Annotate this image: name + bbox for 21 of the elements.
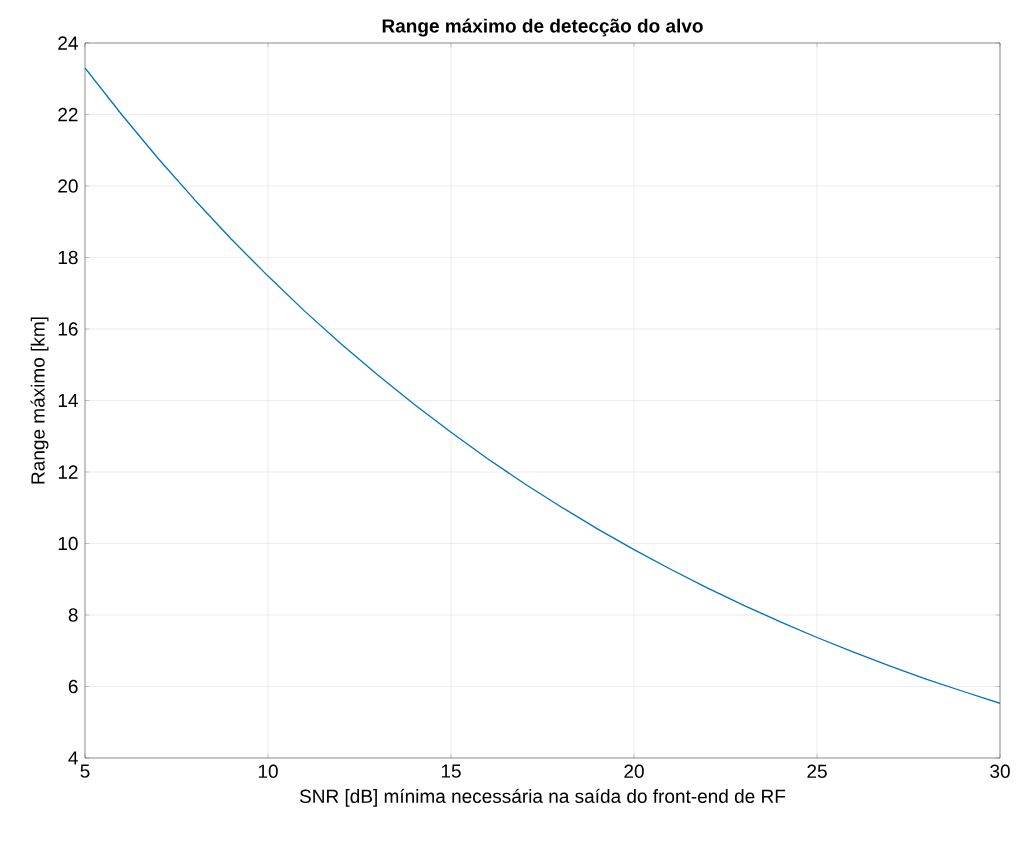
y-tick-label: 14 xyxy=(58,393,78,408)
x-tick-label: 20 xyxy=(624,764,644,778)
x-tick-label: 30 xyxy=(990,764,1010,778)
y-tick-label: 18 xyxy=(58,250,78,265)
line-series xyxy=(85,67,1001,704)
x-axis-title: SNR [dB] mínima necessária na saída do front-end de RF xyxy=(299,788,786,807)
x-tick-label: 25 xyxy=(807,764,827,778)
y-tick-label: 20 xyxy=(58,179,78,193)
y-tick-label: 8 xyxy=(68,608,78,622)
y-tick-label: 4 xyxy=(68,751,78,765)
y-tick-label: 24 xyxy=(58,36,78,50)
x-tick-label: 10 xyxy=(258,764,278,778)
y-tick-label: 6 xyxy=(68,679,78,694)
y-axis-title: Range máximo [km] xyxy=(30,317,49,484)
y-tick-label: 10 xyxy=(58,536,78,551)
chart-title: Range máximo de detecção do alvo xyxy=(382,18,703,37)
x-tick-label: 15 xyxy=(441,764,461,778)
y-tick-label: 12 xyxy=(58,465,78,479)
y-tick-label: 22 xyxy=(58,107,78,122)
x-tick-label: 5 xyxy=(80,764,90,778)
y-tick-label: 16 xyxy=(58,322,78,336)
